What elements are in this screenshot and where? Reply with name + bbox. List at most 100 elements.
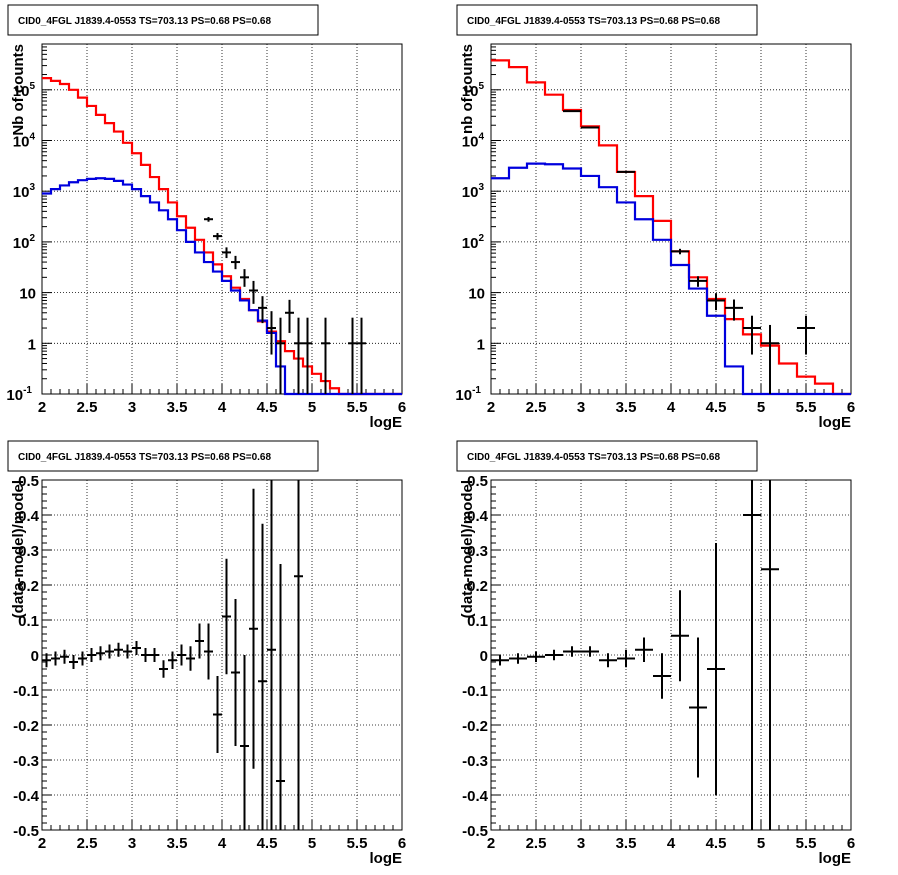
residual-point — [653, 653, 671, 699]
y-tick-label: -0.3 — [13, 753, 39, 770]
data-point — [204, 216, 213, 222]
y-tick-label: 0.1 — [467, 613, 488, 630]
y-tick-label: 1 — [28, 336, 36, 353]
data-point — [743, 315, 761, 355]
residual-point — [240, 655, 249, 830]
model-total-histogram — [42, 77, 402, 396]
y-tick-label: 10-1 — [6, 385, 32, 404]
chart-panel-4: CID0_4FGL J1839.4-0553 TS=703.13 PS=0.68… — [456, 440, 855, 867]
residual-point — [141, 648, 150, 662]
residual-point — [87, 648, 96, 662]
x-tick-label: 2.5 — [77, 399, 98, 416]
y-tick-label: 0.2 — [18, 578, 39, 595]
residual-point — [249, 488, 258, 769]
data-point — [797, 315, 815, 355]
chart-panel-1: CID0_4FGL J1839.4-0553 TS=703.13 PS=0.68… — [6, 4, 406, 431]
y-axis-label: Nb of counts — [10, 44, 27, 136]
y-tick-label: -0.1 — [462, 683, 488, 700]
residual-point — [689, 637, 707, 778]
y-axis-ticks — [491, 43, 501, 395]
x-axis-ticks — [41, 820, 403, 830]
x-tick-label: 5.5 — [796, 399, 817, 416]
x-tick-label: 6 — [398, 399, 406, 416]
y-axis-ticks — [491, 479, 501, 831]
data-point — [725, 299, 743, 321]
data-point — [285, 299, 294, 333]
y-tick-label: 0.1 — [18, 613, 39, 630]
y-tick-label: 105 — [13, 81, 36, 100]
x-tick-label: 4.5 — [257, 399, 278, 416]
x-tick-label: 3.5 — [167, 835, 188, 852]
y-tick-label: -0.2 — [462, 718, 488, 735]
x-axis-ticks — [490, 384, 852, 394]
x-tick-label: 2.5 — [526, 399, 547, 416]
y-axis-ticks — [42, 43, 52, 395]
residual-point — [51, 651, 60, 666]
data-point — [249, 280, 258, 304]
residual-point — [222, 558, 231, 675]
residual-point — [114, 642, 123, 657]
title-box — [7, 440, 319, 472]
y-axis-label: (data-model)/model — [459, 480, 476, 618]
residual-point — [69, 655, 78, 669]
y-tick-label: 103 — [13, 182, 36, 201]
x-axis-label: logE — [370, 414, 403, 431]
residual-point — [132, 641, 141, 655]
data-point — [222, 247, 231, 259]
y-tick-label: 0.5 — [467, 473, 488, 490]
y-tick-label: -0.4 — [462, 788, 489, 805]
grid-lines — [42, 44, 402, 394]
residual-point — [150, 648, 159, 662]
y-tick-label: 1 — [477, 336, 485, 353]
x-axis-ticks — [41, 384, 403, 394]
title-box — [7, 4, 319, 36]
residual-point — [267, 480, 276, 830]
data-point — [563, 110, 581, 113]
x-tick-label: 2 — [487, 835, 495, 852]
data-point — [357, 317, 366, 394]
data-point — [761, 324, 779, 394]
grid-lines — [491, 44, 851, 394]
x-tick-label: 3.5 — [616, 399, 637, 416]
x-tick-label: 6 — [847, 399, 855, 416]
y-axis-label: nb of counts — [459, 44, 476, 134]
residual-point — [617, 649, 635, 668]
residual-point — [105, 644, 114, 659]
y-tick-label: 0.4 — [467, 508, 489, 525]
x-tick-label: 2.5 — [77, 835, 98, 852]
x-tick-label: 4 — [218, 835, 227, 852]
data-point — [581, 126, 599, 129]
data-point — [267, 311, 276, 355]
x-tick-label: 2 — [38, 399, 46, 416]
x-tick-label: 5 — [308, 399, 316, 416]
residual-point — [231, 599, 240, 746]
y-tick-label: -0.2 — [13, 718, 39, 735]
residual-point — [258, 523, 267, 830]
chart-panel-3: CID0_4FGL J1839.4-0553 TS=703.13 PS=0.68… — [7, 440, 406, 867]
y-tick-label: 0 — [480, 648, 488, 665]
y-tick-label: -0.4 — [13, 788, 40, 805]
y-tick-label: 102 — [462, 233, 485, 252]
x-axis-label: logE — [819, 850, 852, 867]
y-tick-label: 0.3 — [467, 543, 488, 560]
model-total-histogram — [491, 59, 851, 396]
residual-point — [563, 646, 581, 657]
x-tick-label: 5.5 — [796, 835, 817, 852]
y-tick-label: 10 — [19, 286, 36, 303]
x-tick-label: 4 — [218, 399, 227, 416]
data-point — [276, 317, 285, 394]
x-axis-ticks — [490, 820, 852, 830]
y-tick-label: 102 — [13, 233, 36, 252]
data-point — [671, 248, 689, 255]
y-axis-ticks — [42, 479, 52, 831]
x-tick-label: 3 — [128, 835, 136, 852]
data-point — [258, 296, 267, 324]
residual-point — [761, 480, 779, 830]
residual-point — [527, 651, 545, 662]
data-point — [689, 276, 707, 287]
y-tick-label: 0.3 — [18, 543, 39, 560]
residual-point — [294, 480, 303, 830]
y-tick-label: 10-1 — [455, 385, 481, 404]
y-tick-label: 0.4 — [18, 508, 40, 525]
